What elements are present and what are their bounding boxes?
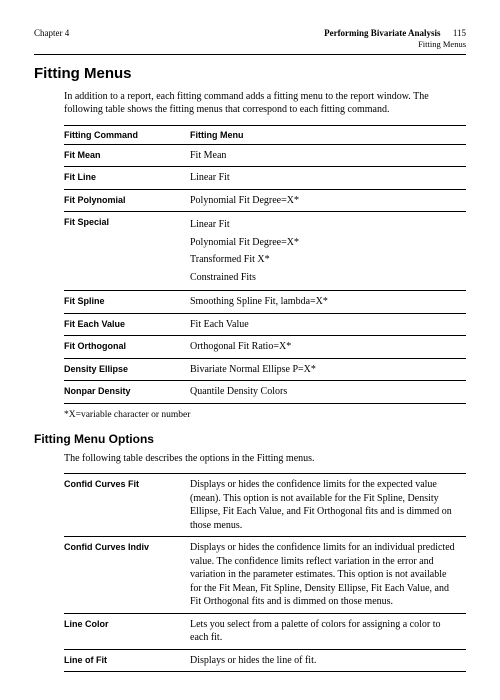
option-name-cell: Confid Curves Indiv xyxy=(64,537,190,614)
col-header-command: Fitting Command xyxy=(64,125,190,144)
table-row: Nonpar DensityQuantile Density Colors xyxy=(64,381,466,404)
table-row: Confid Curves FitDisplays or hides the c… xyxy=(64,474,466,537)
fitting-menu-cell: Linear Fit xyxy=(190,167,466,190)
header-rule xyxy=(34,54,466,55)
table-row: Fit SplineSmoothing Spline Fit, lambda=X… xyxy=(64,291,466,314)
fitting-menu-cell: Bivariate Normal Ellipse P=X* xyxy=(190,358,466,381)
table-row: Confid Curves IndivDisplays or hides the… xyxy=(64,537,466,614)
running-head: Chapter 4 Performing Bivariate Analysis … xyxy=(34,28,466,50)
fitting-command-cell: Fit Line xyxy=(64,167,190,190)
fitting-command-cell: Fit Special xyxy=(64,212,190,291)
table-row: Density EllipseBivariate Normal Ellipse … xyxy=(64,358,466,381)
table-row: Fit SpecialLinear FitPolynomial Fit Degr… xyxy=(64,212,466,291)
fitting-command-cell: Fit Mean xyxy=(64,144,190,167)
table-row: Line ColorLets you select from a palette… xyxy=(64,613,466,649)
fitting-commands-table: Fitting Command Fitting Menu Fit MeanFit… xyxy=(64,125,466,404)
fitting-options-table: Confid Curves FitDisplays or hides the c… xyxy=(64,473,466,672)
option-name-cell: Line of Fit xyxy=(64,649,190,672)
fitting-menu-item: Linear Fit xyxy=(190,216,460,234)
fitting-menu-cell: Quantile Density Colors xyxy=(190,381,466,404)
fitting-command-cell: Nonpar Density xyxy=(64,381,190,404)
option-name-cell: Line Color xyxy=(64,613,190,649)
fitting-command-cell: Fit Each Value xyxy=(64,313,190,336)
option-desc-cell: Displays or hides the line of fit. xyxy=(190,649,466,672)
fitting-menu-item: Polynomial Fit Degree=X* xyxy=(190,234,460,252)
fitting-command-cell: Density Ellipse xyxy=(64,358,190,381)
page-number: 115 xyxy=(453,28,466,38)
fitting-menu-cell: Fit Each Value xyxy=(190,313,466,336)
intro-paragraph: In addition to a report, each fitting co… xyxy=(34,90,466,117)
option-desc-cell: Displays or hides the confidence limits … xyxy=(190,474,466,537)
subsection-heading: Fitting Menu Options xyxy=(34,432,466,446)
table-row: Fit Each ValueFit Each Value xyxy=(64,313,466,336)
doc-title: Performing Bivariate Analysis xyxy=(324,28,441,38)
table-row: Fit PolynomialPolynomial Fit Degree=X* xyxy=(64,189,466,212)
table-footnote: *X=variable character or number xyxy=(64,410,466,420)
options-intro: The following table describes the option… xyxy=(34,452,466,466)
fitting-command-cell: Fit Spline xyxy=(64,291,190,314)
table-row: Line of FitDisplays or hides the line of… xyxy=(64,649,466,672)
option-desc-cell: Lets you select from a palette of colors… xyxy=(190,613,466,649)
fitting-menu-cell: Polynomial Fit Degree=X* xyxy=(190,189,466,212)
section-heading: Fitting Menus xyxy=(34,65,466,82)
fitting-menu-item: Constrained Fits xyxy=(190,269,460,287)
table-row: Fit OrthogonalOrthogonal Fit Ratio=X* xyxy=(64,336,466,359)
option-name-cell: Confid Curves Fit xyxy=(64,474,190,537)
header-right: Performing Bivariate Analysis 115 Fittin… xyxy=(324,28,466,50)
option-desc-cell: Displays or hides the confidence limits … xyxy=(190,537,466,614)
fitting-command-cell: Fit Polynomial xyxy=(64,189,190,212)
table-row: Fit MeanFit Mean xyxy=(64,144,466,167)
doc-subtitle: Fitting Menus xyxy=(324,39,466,50)
fitting-menu-item: Transformed Fit X* xyxy=(190,251,460,269)
fitting-command-cell: Fit Orthogonal xyxy=(64,336,190,359)
chapter-label: Chapter 4 xyxy=(34,28,69,38)
fitting-menu-cell: Smoothing Spline Fit, lambda=X* xyxy=(190,291,466,314)
fitting-menu-cell: Linear FitPolynomial Fit Degree=X*Transf… xyxy=(190,212,466,291)
table-row: Fit LineLinear Fit xyxy=(64,167,466,190)
fitting-menu-cell: Fit Mean xyxy=(190,144,466,167)
fitting-menu-cell: Orthogonal Fit Ratio=X* xyxy=(190,336,466,359)
col-header-menu: Fitting Menu xyxy=(190,125,466,144)
